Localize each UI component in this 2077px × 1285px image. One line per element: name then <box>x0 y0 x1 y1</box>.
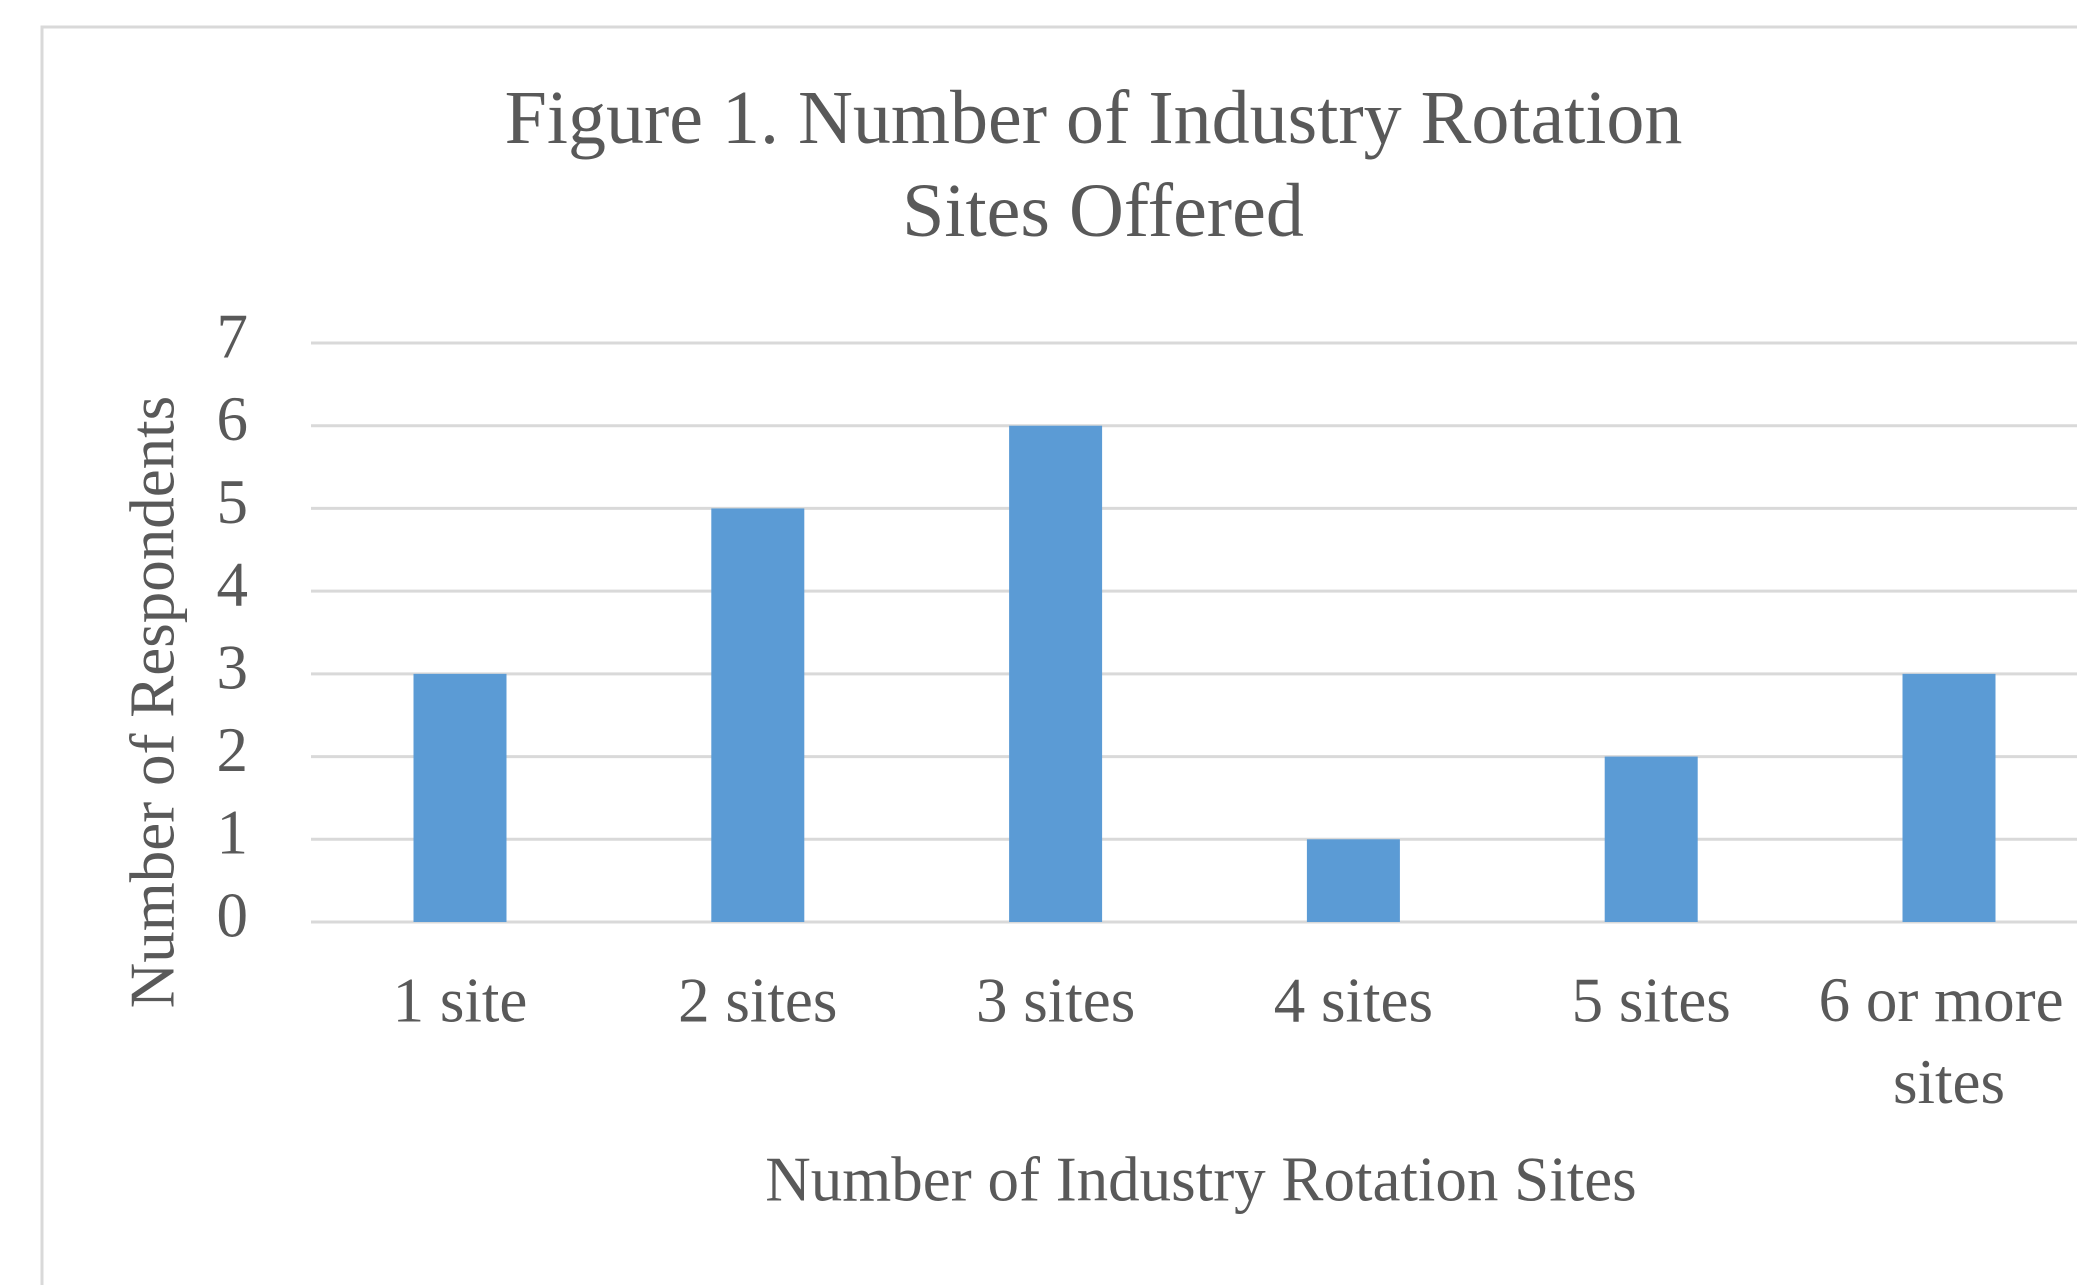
x-tick-label: 3 sites <box>976 965 1135 1035</box>
x-tick-label: 4 sites <box>1274 965 1433 1035</box>
bar <box>1009 425 1103 922</box>
x-axis-title: Number of Industry Rotation Sites <box>765 1144 1636 1214</box>
bar <box>711 508 805 922</box>
y-tick-label: 7 <box>217 301 249 371</box>
bar <box>1604 756 1698 922</box>
y-tick-label: 1 <box>217 798 249 868</box>
y-axis-title: Number of Respondents <box>117 396 187 1008</box>
y-tick-label: 6 <box>217 384 249 454</box>
y-tick-label: 5 <box>217 467 249 537</box>
x-tick-label: 2 sites <box>678 965 837 1035</box>
x-tick-label: 5 sites <box>1572 965 1731 1035</box>
y-tick-label: 4 <box>217 550 249 620</box>
x-tick-label: 6 or more sites <box>1819 965 2077 1117</box>
chart-title: Figure 1. Number of Industry Rotation Si… <box>505 76 1702 253</box>
y-tick-label: 3 <box>217 632 249 702</box>
bar <box>413 673 507 922</box>
x-tick-label: 1 site <box>393 965 528 1035</box>
bar <box>1306 839 1400 922</box>
y-tick-label: 2 <box>217 715 249 785</box>
bar <box>1902 673 1996 922</box>
y-tick-label: 0 <box>217 880 249 950</box>
